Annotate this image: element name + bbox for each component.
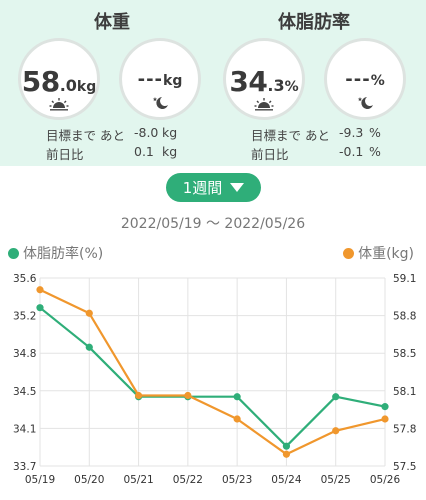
bodyfat-prev-unit: % xyxy=(369,144,381,159)
right-axis-tick-label: 57.8 xyxy=(393,423,416,435)
triangle-down-icon xyxy=(230,183,245,192)
data-point-weight xyxy=(134,391,143,400)
data-point-weight xyxy=(332,427,340,435)
weight-info: 目標まで あと -8.0 kg 前日比 0.1 kg xyxy=(46,125,206,162)
right-axis-tick-label: 59.1 xyxy=(393,273,416,285)
x-axis-tick-label: 05/19 xyxy=(25,474,55,486)
bodyfat-goal-value: -9.3 xyxy=(339,125,364,140)
data-point-bodyfat xyxy=(332,393,340,401)
data-point-bodyfat xyxy=(85,343,93,351)
data-point-weight xyxy=(381,415,389,423)
bodyfat-title: 体脂肪率 xyxy=(278,12,350,33)
bodyfat-prev-label: 前日比 xyxy=(251,147,289,162)
data-point-bodyfat xyxy=(282,442,291,450)
data-point-weight xyxy=(233,415,241,423)
bodyfat-evening-circle[interactable]: ---% xyxy=(324,38,406,120)
weight-morning-value: 58.0kg xyxy=(21,65,97,98)
bodyfat-goal-label: 目標まで あと xyxy=(251,128,330,143)
weight-prev-label: 前日比 xyxy=(46,147,84,162)
legend-bodyfat-label: 体脂肪率(%) xyxy=(23,246,104,262)
weight-title: 体重 xyxy=(94,12,130,33)
left-axis-tick-label: 34.8 xyxy=(13,348,36,360)
legend-weight-label: 体重(kg) xyxy=(358,246,414,262)
period-label: 1週間 xyxy=(182,179,223,197)
weight-goal-label: 目標まで あと xyxy=(46,128,125,143)
bodyfat-prev-value: -0.1 xyxy=(339,144,364,159)
bodyfat-goal-unit: % xyxy=(369,125,381,140)
weight-prev-unit: kg xyxy=(162,144,178,159)
legend-weight: 体重(kg) xyxy=(343,243,414,263)
bodyfat-morning-circle[interactable]: 34.3% xyxy=(223,38,305,120)
legend-bodyfat: 体脂肪率(%) xyxy=(8,243,103,263)
weight-morning-circle[interactable]: 58.0kg xyxy=(18,38,100,120)
right-axis-tick-label: 57.5 xyxy=(393,461,416,473)
x-axis-tick-label: 05/22 xyxy=(173,474,203,486)
data-point-weight xyxy=(36,286,44,294)
x-axis-tick-label: 05/23 xyxy=(222,474,252,486)
data-point-bodyfat xyxy=(381,403,389,411)
sunrise-icon xyxy=(21,96,97,115)
period-select-button[interactable]: 1週間 xyxy=(166,173,261,202)
left-axis-tick-label: 34.5 xyxy=(13,386,36,398)
weight-goal-value: -8.0 xyxy=(134,125,159,140)
moon-star-icon xyxy=(327,95,403,115)
data-point-bodyfat xyxy=(36,304,44,312)
bodyfat-evening-value: ---% xyxy=(345,69,385,90)
series-line-bodyfat xyxy=(39,306,386,448)
moon-star-icon xyxy=(122,95,198,115)
right-axis-tick-label: 58.8 xyxy=(393,311,416,323)
right-axis-tick-label: 58.5 xyxy=(393,348,416,360)
weight-goal-unit: kg xyxy=(162,125,178,140)
data-point-weight xyxy=(282,450,291,458)
series-line-weight xyxy=(39,288,386,456)
left-axis-tick-label: 34.1 xyxy=(13,423,36,435)
x-axis-tick-label: 05/21 xyxy=(123,474,153,486)
x-axis-tick-label: 05/26 xyxy=(370,474,401,486)
data-point-bodyfat xyxy=(233,393,241,401)
legend-bodyfat-dot xyxy=(8,247,19,259)
weight-prev-value: 0.1 xyxy=(134,144,154,159)
left-axis-tick-label: 35.6 xyxy=(13,273,37,285)
right-axis-tick-label: 58.1 xyxy=(393,386,416,398)
x-axis-tick-label: 05/20 xyxy=(74,474,104,486)
data-point-weight xyxy=(184,391,192,400)
weight-evening-circle[interactable]: ---kg xyxy=(119,38,201,120)
left-axis-tick-label: 35.2 xyxy=(13,311,36,323)
bodyfat-morning-value: 34.3% xyxy=(229,65,299,98)
data-point-weight xyxy=(85,309,93,317)
left-axis-tick-label: 33.7 xyxy=(13,461,36,473)
sunrise-icon xyxy=(226,96,302,115)
date-range: 2022/05/19 〜 2022/05/26 xyxy=(120,216,306,232)
weight-evening-value: ---kg xyxy=(137,69,183,90)
x-axis-tick-label: 05/25 xyxy=(321,474,351,486)
x-axis-tick-label: 05/24 xyxy=(271,474,302,486)
legend-weight-dot xyxy=(343,247,355,259)
bodyfat-info: 目標まで あと -9.3 % 前日比 -0.1 % xyxy=(251,125,411,162)
